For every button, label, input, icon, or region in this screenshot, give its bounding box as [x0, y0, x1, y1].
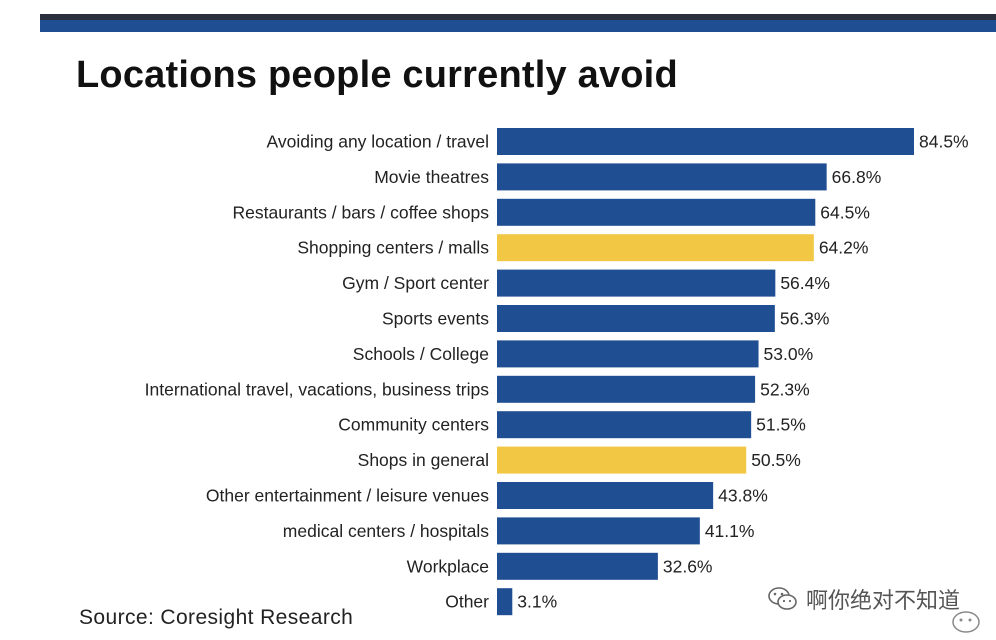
category-label: Workplace: [407, 556, 489, 576]
source-note: Source: Coresight Research: [79, 606, 354, 629]
value-label: 53.0%: [764, 344, 814, 364]
bar: [497, 234, 814, 262]
category-label: Avoiding any location / travel: [267, 132, 489, 152]
category-label: Gym / Sport center: [342, 273, 489, 293]
bar: [497, 163, 827, 191]
bar: [497, 552, 658, 580]
bar: [497, 340, 759, 368]
category-label: Movie theatres: [374, 167, 489, 187]
bar: [497, 198, 816, 226]
value-label: 51.5%: [756, 415, 806, 435]
bar: [497, 517, 700, 545]
chart-title: Locations people currently avoid: [76, 54, 678, 96]
value-label: 43.8%: [718, 486, 768, 506]
value-label: 56.4%: [780, 273, 830, 293]
category-label: Schools / College: [353, 344, 489, 364]
value-label: 52.3%: [760, 379, 810, 399]
bar: [497, 269, 776, 297]
value-label: 32.6%: [663, 556, 713, 576]
header-stripe-blue: [40, 20, 996, 32]
category-label: medical centers / hospitals: [283, 521, 489, 541]
value-label: 84.5%: [919, 132, 969, 152]
value-label: 50.5%: [751, 450, 801, 470]
bar: [497, 482, 714, 509]
category-label: Other entertainment / leisure venues: [206, 486, 489, 506]
category-label: Other: [445, 592, 489, 612]
category-label: Shops in general: [358, 450, 489, 470]
wechat-icon: [768, 587, 797, 610]
value-label: 56.3%: [780, 309, 830, 329]
value-label: 64.5%: [820, 202, 870, 222]
value-label: 64.2%: [819, 238, 869, 258]
header-stripe-dark: [40, 14, 996, 20]
bar: [497, 588, 513, 616]
category-label: Community centers: [338, 415, 489, 435]
category-label: Restaurants / bars / coffee shops: [233, 202, 490, 222]
category-label: International travel, vacations, busines…: [145, 379, 490, 399]
category-label: Shopping centers / malls: [297, 238, 489, 258]
bar: [497, 375, 756, 403]
category-label: Sports events: [382, 309, 489, 329]
value-label: 66.8%: [832, 167, 882, 187]
wechat-corner-icon: [952, 611, 980, 633]
bar: [497, 128, 914, 155]
bar: [497, 446, 747, 474]
bar: [497, 305, 775, 332]
value-label: 41.1%: [705, 521, 755, 541]
watermark: 啊你绝对不知道: [768, 583, 960, 615]
value-label: 3.1%: [517, 592, 557, 612]
watermark-text: 啊你绝对不知道: [806, 588, 961, 613]
bar: [497, 411, 752, 439]
